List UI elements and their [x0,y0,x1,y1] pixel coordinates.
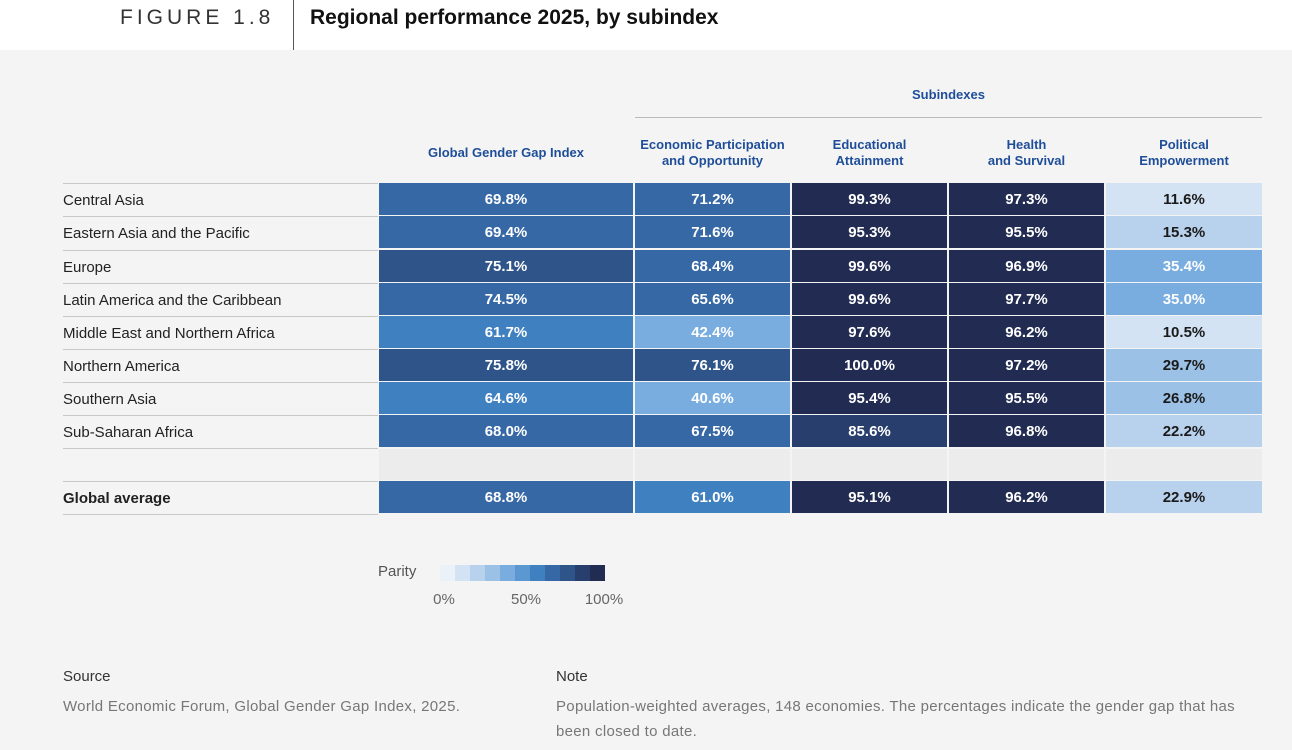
cell-health: 96.2% [949,481,1104,513]
cell-educational: 95.1% [792,481,947,513]
cell-political: 22.9% [1106,481,1262,513]
summary-row-label: Global average [63,481,378,514]
cell-health: 97.7% [949,283,1104,315]
row-label: Central Asia [63,183,378,216]
cell-economic: 42.4% [635,316,790,348]
cell-educational: 99.6% [792,250,947,282]
cell-economic: 65.6% [635,283,790,315]
cell-health: 97.3% [949,183,1104,215]
col-header-economic: Economic Participation and Opportunity [640,137,785,168]
cell-political: 29.7% [1106,349,1262,381]
cell-ggg-index: 61.7% [379,316,633,348]
table-bottom-line [63,514,378,515]
legend-tick-label: 0% [433,591,455,608]
cell-economic: 40.6% [635,382,790,414]
legend-swatch [590,565,605,581]
legend-tick-label: 50% [510,591,542,608]
legend-swatch [455,565,470,581]
cell-political: 35.4% [1106,250,1262,282]
cell-ggg-index: 69.8% [379,183,633,215]
spacer-cell [635,449,790,480]
cell-ggg-index: 75.8% [379,349,633,381]
cell-economic: 71.6% [635,216,790,248]
cell-educational: 95.3% [792,216,947,248]
row-label: Southern Asia [63,382,378,415]
row-label: Northern America [63,349,378,382]
cell-ggg-index: 74.5% [379,283,633,315]
row-label: Middle East and Northern Africa [63,316,378,349]
table-divider [63,448,378,449]
cell-educational: 85.6% [792,415,947,447]
cell-political: 10.5% [1106,316,1262,348]
cell-ggg-index: 69.4% [379,216,633,248]
col-header-ggg-index: Global Gender Gap Index [427,145,585,160]
figure-header: FIGURE 1.8 Regional performance 2025, by… [0,0,1292,50]
legend-tick-label: 100% [584,591,624,608]
note-heading: Note [556,668,588,685]
cell-educational: 100.0% [792,349,947,381]
legend-swatch [500,565,515,581]
cell-ggg-index: 75.1% [379,250,633,282]
cell-economic: 76.1% [635,349,790,381]
cell-economic: 61.0% [635,481,790,513]
cell-educational: 97.6% [792,316,947,348]
figure-title: Regional performance 2025, by subindex [310,6,719,29]
spacer-cell [379,449,633,480]
legend-title: Parity [378,563,417,580]
cell-ggg-index: 68.0% [379,415,633,447]
col-header-political: Political Empowerment [1139,137,1229,168]
cell-economic: 67.5% [635,415,790,447]
note-text: Population-weighted averages, 148 econom… [556,698,1235,740]
spacer-cell [1106,449,1262,480]
legend-swatch [560,565,575,581]
col-header-health: Health and Survival [987,137,1066,168]
source-text: World Economic Forum, Global Gender Gap … [63,698,461,715]
source-heading: Source [63,668,111,685]
cell-political: 35.0% [1106,283,1262,315]
cell-educational: 95.4% [792,382,947,414]
row-label: Sub-Saharan Africa [63,415,378,448]
cell-health: 96.8% [949,415,1104,447]
spacer-cell [949,449,1104,480]
cell-health: 95.5% [949,382,1104,414]
legend-swatch [530,565,545,581]
cell-educational: 99.3% [792,183,947,215]
cell-health: 97.2% [949,349,1104,381]
spacer-cell [792,449,947,480]
header-divider [293,0,294,50]
legend-swatch [515,565,530,581]
cell-political: 15.3% [1106,216,1262,248]
cell-political: 22.2% [1106,415,1262,447]
row-label: Eastern Asia and the Pacific [63,216,378,249]
cell-ggg-index: 64.6% [379,382,633,414]
cell-political: 26.8% [1106,382,1262,414]
row-label: Latin America and the Caribbean [63,283,378,316]
cell-health: 95.5% [949,216,1104,248]
cell-political: 11.6% [1106,183,1262,215]
legend-swatch [440,565,455,581]
subindexes-label: Subindexes [912,87,985,102]
col-header-educational: Educational Attainment [832,137,907,168]
legend-swatch [470,565,485,581]
cell-ggg-index: 68.8% [379,481,633,513]
figure-label: FIGURE 1.8 [120,6,275,29]
cell-educational: 99.6% [792,283,947,315]
legend-swatch [575,565,590,581]
subindexes-divider [635,117,1262,118]
cell-health: 96.2% [949,316,1104,348]
row-label: Europe [63,250,378,283]
legend-swatch [545,565,560,581]
legend-swatch [485,565,500,581]
cell-economic: 71.2% [635,183,790,215]
cell-health: 96.9% [949,250,1104,282]
cell-economic: 68.4% [635,250,790,282]
